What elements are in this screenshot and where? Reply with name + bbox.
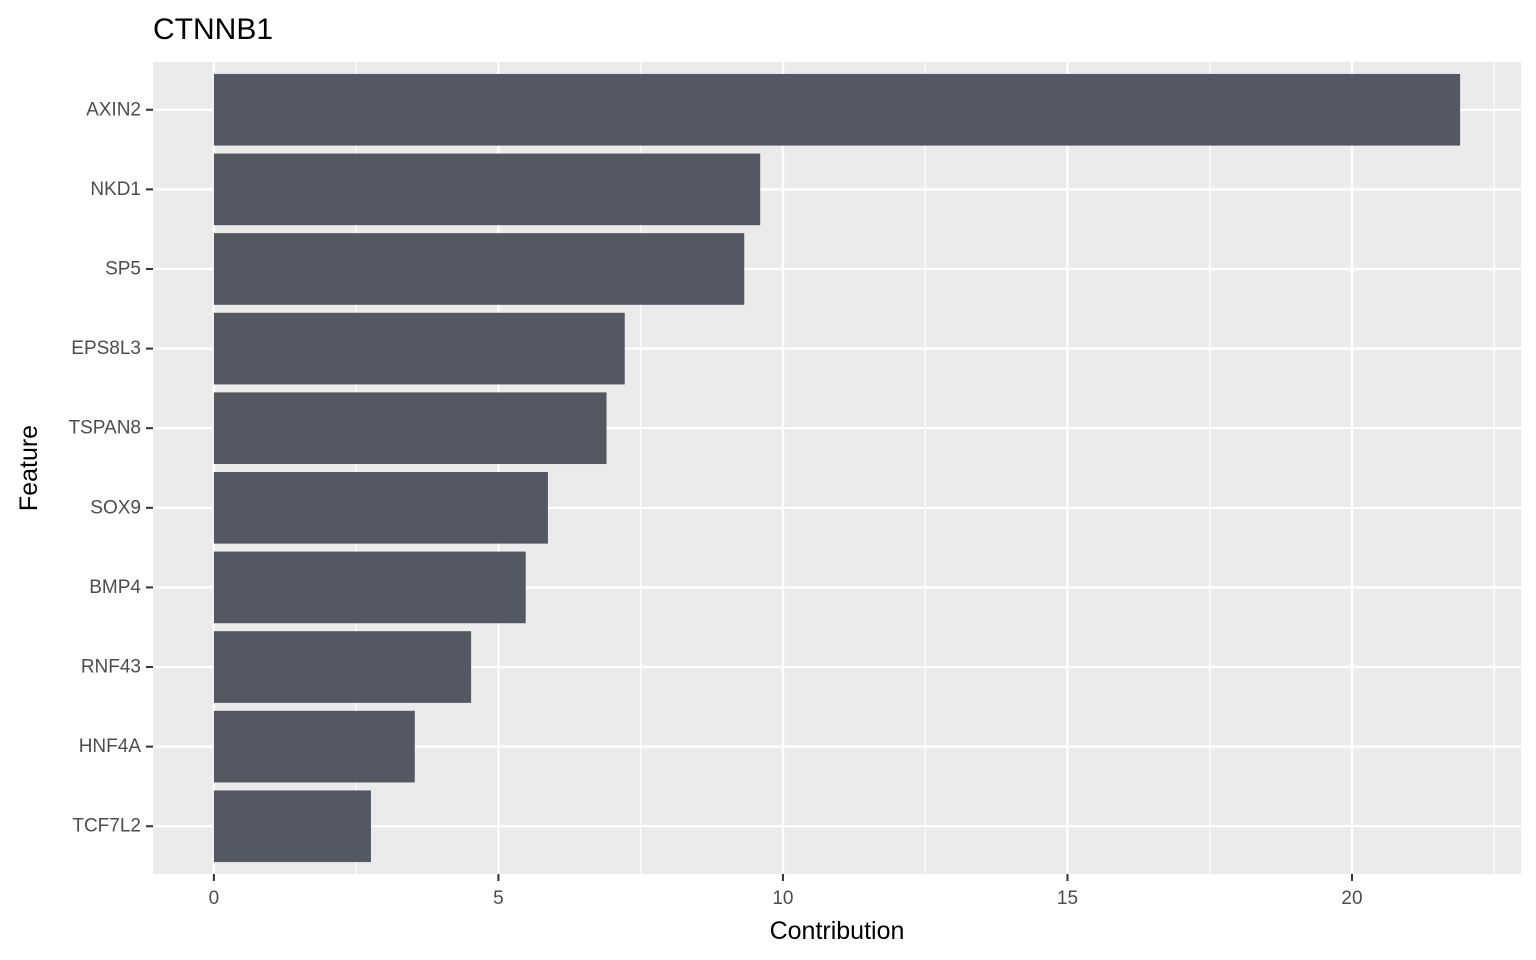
y-tick-label: SP5 bbox=[105, 258, 141, 279]
bar-hnf4a bbox=[213, 710, 415, 783]
y-tick-label: TSPAN8 bbox=[68, 418, 141, 439]
y-axis: AXIN2 NKD1 SP5 EPS8L3 TSPAN8 SOX9 BMP4 RNF43 HNF… bbox=[68, 99, 153, 837]
x-tick-label: 10 bbox=[772, 888, 793, 909]
bars bbox=[213, 73, 1461, 863]
y-tick-label: AXIN2 bbox=[86, 99, 141, 120]
y-axis-title: Feature bbox=[15, 425, 43, 511]
bar-bmp4 bbox=[213, 551, 526, 624]
y-tick-label: BMP4 bbox=[89, 577, 141, 598]
x-axis-title: Contribution bbox=[770, 917, 905, 945]
y-tick-label: SOX9 bbox=[90, 497, 141, 518]
bar-nkd1 bbox=[213, 153, 761, 226]
x-tick-label: 15 bbox=[1057, 888, 1078, 909]
x-tick-label: 0 bbox=[209, 888, 220, 909]
y-tick-label: HNF4A bbox=[79, 736, 142, 757]
bar-axin2 bbox=[213, 73, 1461, 146]
y-tick-label: RNF43 bbox=[81, 657, 141, 678]
bar-tspan8 bbox=[213, 392, 607, 465]
x-tick-label: 20 bbox=[1341, 888, 1362, 909]
y-tick-label: TCF7L2 bbox=[72, 816, 141, 837]
bar-sp5 bbox=[213, 233, 745, 305]
x-tick-label: 5 bbox=[493, 888, 504, 909]
bar-tcf7l2 bbox=[213, 790, 371, 863]
bar-rnf43 bbox=[213, 631, 472, 703]
x-axis: 0 5 10 15 20 bbox=[209, 874, 1363, 909]
y-tick-label: NKD1 bbox=[90, 179, 141, 200]
y-tick-label: EPS8L3 bbox=[71, 338, 141, 359]
chart-title: CTNNB1 bbox=[153, 13, 273, 46]
bar-sox9 bbox=[213, 471, 548, 544]
bar-eps8l3 bbox=[213, 312, 625, 385]
